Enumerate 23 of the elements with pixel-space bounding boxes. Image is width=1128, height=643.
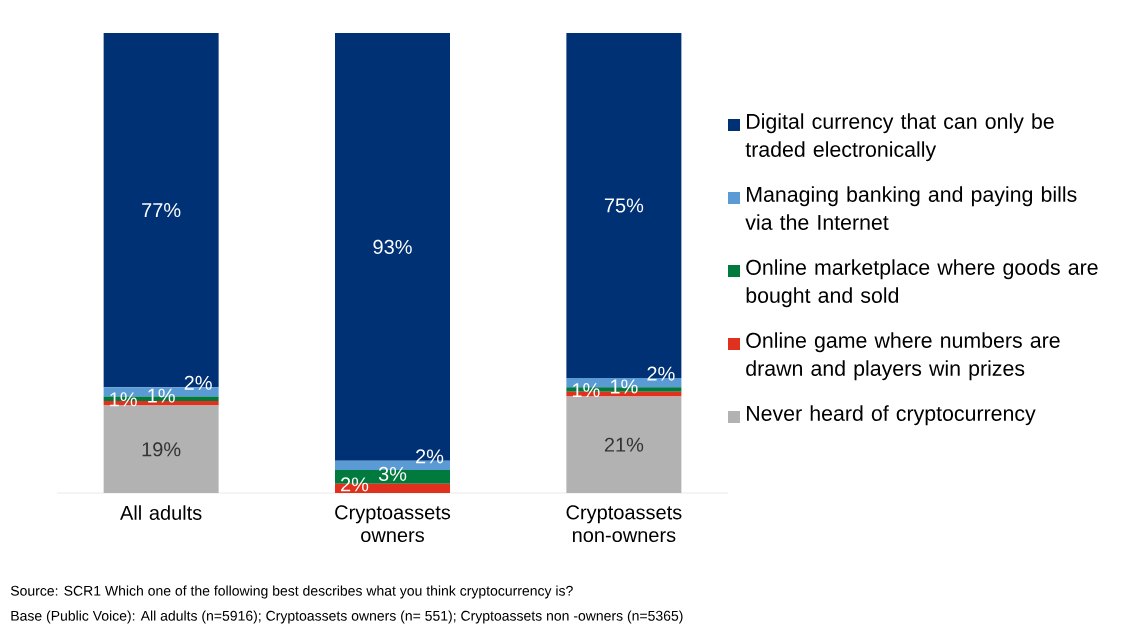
bar [103,33,219,388]
legend-label: Managing banking and paying bills via the Internet [745,186,1077,230]
data-label: 2% [647,366,675,381]
data-label: 3% [378,466,407,481]
text: Base (Public Voice): All adults (n=5916); Cryptoassets owners (n= 551); Cryptoassets non -owners (n=5365) [11,610,683,624]
legend-label: Online marketplace where goods are bought and sold [746,259,1098,308]
data-label: 19% [142,442,181,457]
x-tick-label: Cryptoassets non-owners [566,505,682,543]
bar [103,405,219,493]
legend-label: Digital currency that can only be traded electronically [745,113,1054,162]
data-label: 77% [142,203,181,218]
legend-label: Online game where numbers are drawn and players win prizes [746,332,1060,381]
data-label: 2% [184,375,212,390]
x-tick-label: All adults [120,505,202,520]
legend-label: Never heard of cryptocurrency [747,405,1036,426]
source-note: Source: SCR1 Which one of the following best describes what you think cryptocurrency is? [10,585,573,599]
x-tick-label: Cryptoassets owners [335,505,451,543]
data-label: 75% [604,198,644,213]
data-label: 21% [604,437,644,452]
bar [566,396,682,493]
data-label: 1% [610,379,638,394]
data-label: 93% [373,239,412,254]
data-label: 2% [416,449,444,464]
